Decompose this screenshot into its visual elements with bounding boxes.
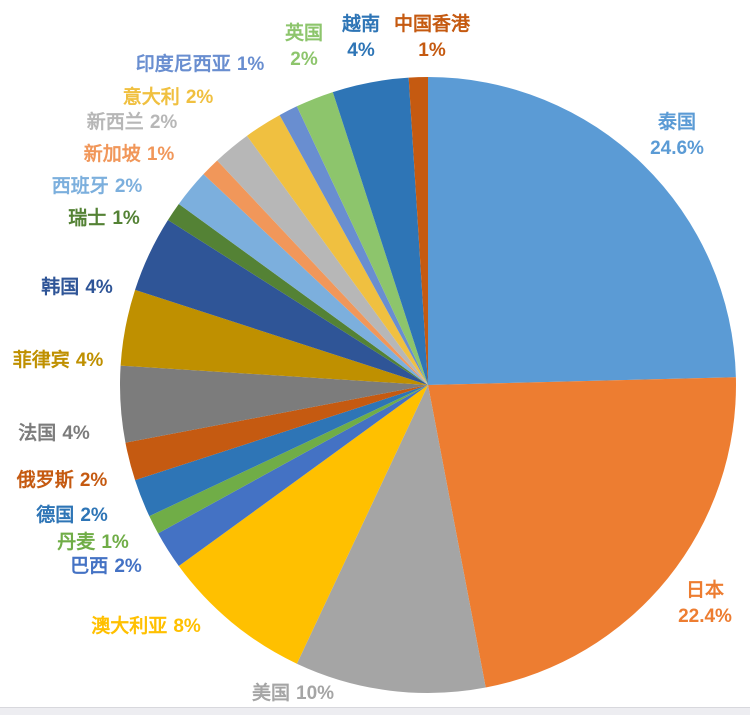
pie-slice-singapore [203,160,428,385]
pie-slice-switzerland [167,203,428,385]
pie-slice-australia [178,385,428,664]
pie-slice-france [120,365,428,443]
pie-slice-hong-kong [408,77,428,385]
pie-slice-thailand [428,77,736,385]
pie-slice-italy [246,115,428,385]
pie-slice-uk [296,92,428,385]
pie-slice-russia [125,385,429,481]
pie-slice-japan [428,377,736,688]
pie-slice-vietnam [332,77,428,386]
pie-slice-usa [296,385,486,693]
pie-slice-brazil [158,385,428,567]
bottom-border-strip [0,707,750,715]
pie-slice-indonesia [279,106,428,385]
pie-slice-philippines [120,289,429,385]
pie-slice-new-zealand [217,135,428,385]
pie-slice-germany [135,385,428,517]
pie-slice-south-korea [135,219,428,385]
pie-slice-denmark [149,385,428,534]
pie-slice-spain [178,174,428,385]
